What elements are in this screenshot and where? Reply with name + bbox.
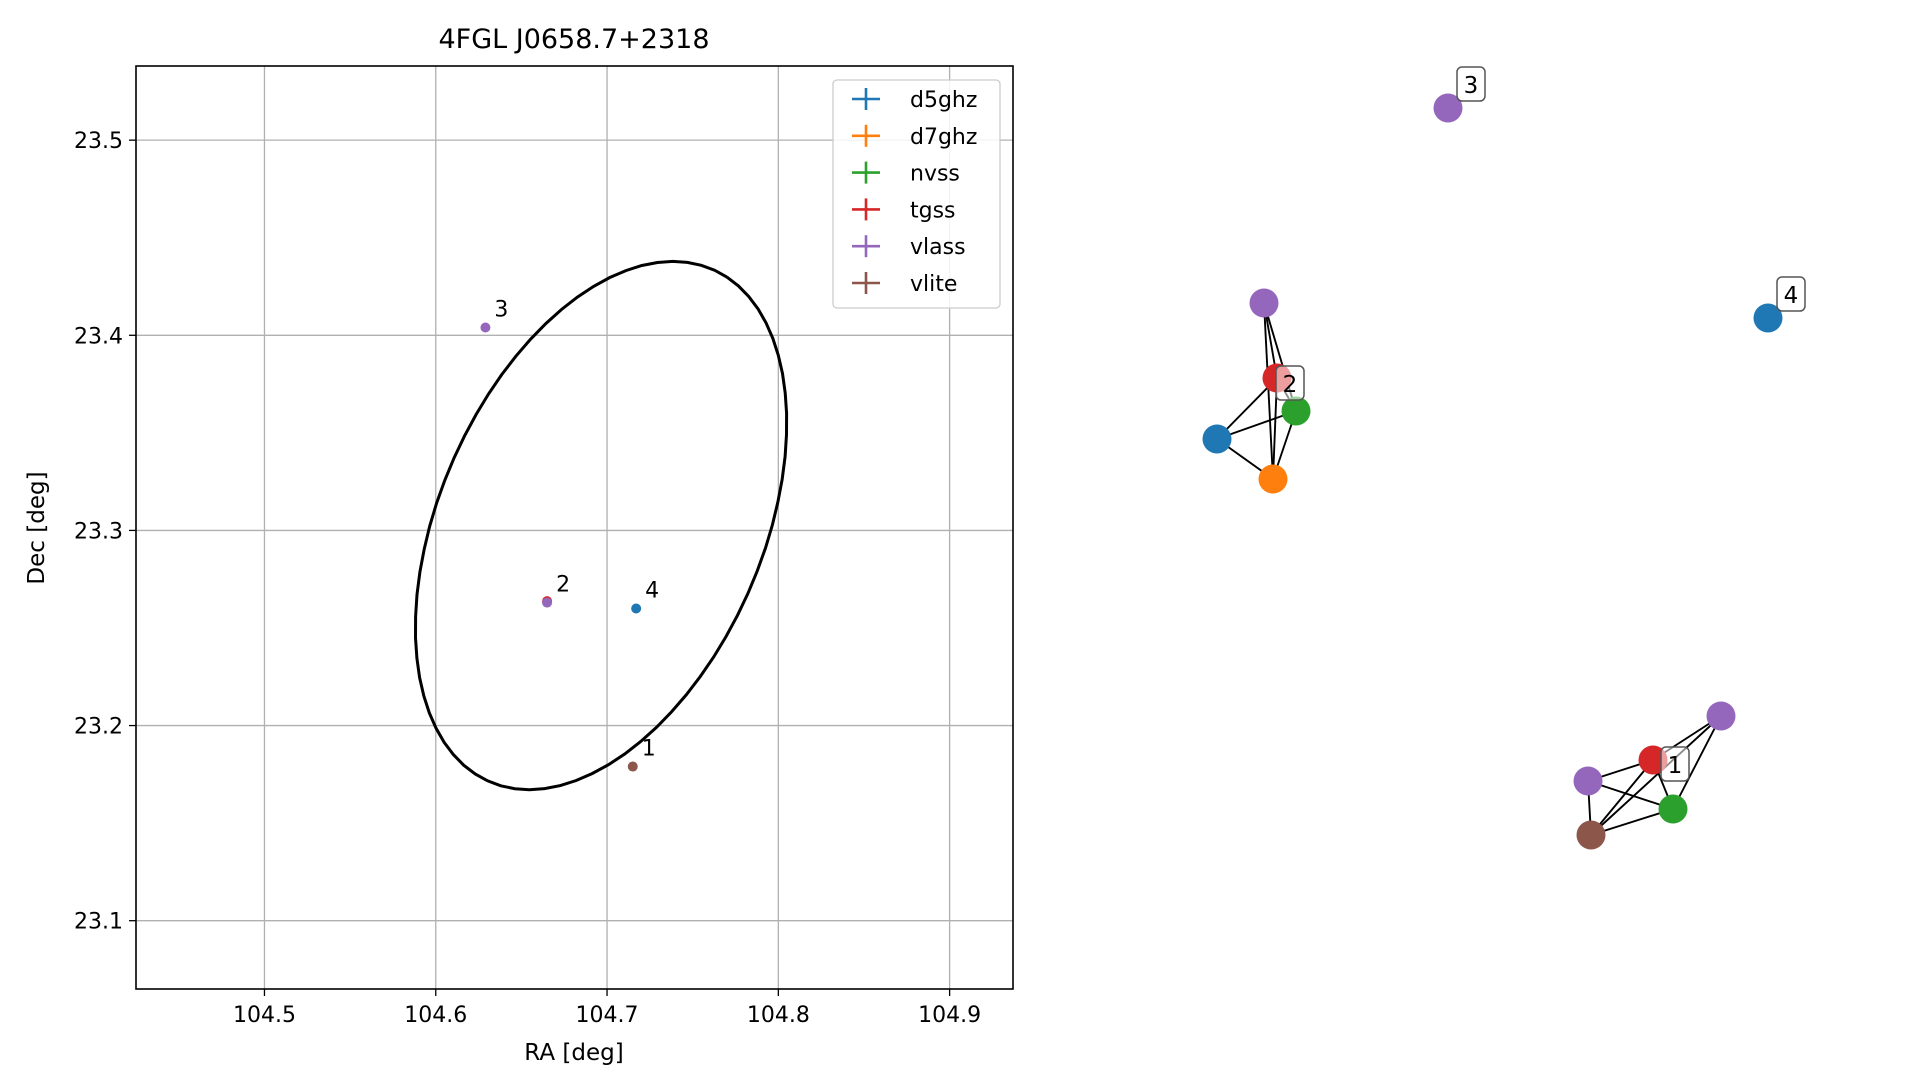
x-tick-label: 104.6 xyxy=(404,1003,467,1028)
network-label-box xyxy=(1660,746,1690,782)
network-node xyxy=(1706,701,1736,731)
network-label: 2 xyxy=(1283,372,1298,398)
network-edge xyxy=(1263,302,1274,480)
network-edge xyxy=(1590,715,1722,836)
source-point xyxy=(542,597,553,608)
legend-label: d5ghz xyxy=(910,88,977,113)
x-tick-label: 104.7 xyxy=(576,1003,639,1028)
y-axis-ticks: 23.1 23.2 23.3 23.4 23.5 xyxy=(74,129,136,935)
plot-frame xyxy=(135,65,1014,990)
source-point-label: 3 xyxy=(494,297,508,322)
y-tick-label: 23.4 xyxy=(74,324,123,349)
network-edge xyxy=(1590,759,1654,836)
points-layer: 1 2 3 4 xyxy=(480,297,659,772)
network-node xyxy=(1249,288,1279,318)
legend-label: nvss xyxy=(910,162,960,187)
network-labels: 1 2 3 4 xyxy=(1275,66,1806,782)
y-tick-label: 23.1 xyxy=(74,910,123,935)
y-tick-label: 23.2 xyxy=(74,715,123,740)
error-ellipse-layer xyxy=(413,259,789,792)
network-label: 1 xyxy=(1668,753,1683,779)
legend-entry: vlite xyxy=(852,272,957,297)
network-node xyxy=(1258,464,1288,494)
source-point-label: 2 xyxy=(556,573,570,598)
x-tick-label: 104.9 xyxy=(918,1003,981,1028)
network-node xyxy=(1753,303,1783,333)
y-tick-label: 23.3 xyxy=(74,519,123,544)
network-node xyxy=(1281,396,1311,426)
y-axis-label: Dec [deg] xyxy=(24,471,50,584)
network-node xyxy=(1573,766,1603,796)
source-point xyxy=(631,603,642,614)
network-graph: 1 2 3 4 xyxy=(1202,66,1806,850)
legend-label: tgss xyxy=(910,198,956,223)
x-axis-ticks: 104.5 104.6 104.7 104.8 104.9 xyxy=(233,989,981,1028)
legend-entry: d5ghz xyxy=(852,88,977,113)
legend-entry: vlass xyxy=(852,235,966,260)
network-label-box xyxy=(1275,365,1305,401)
x-axis-label: RA [deg] xyxy=(524,1040,623,1066)
source-point xyxy=(627,761,638,772)
network-label: 4 xyxy=(1784,283,1799,309)
legend-entry: nvss xyxy=(852,161,960,187)
network-node xyxy=(1202,424,1232,454)
x-tick-label: 104.5 xyxy=(233,1003,296,1028)
scatter-chart: 4FGL J0658.7+2318 104.5 104.6 104.7 104.8 10… xyxy=(24,24,1014,1066)
network-edge xyxy=(1672,715,1722,810)
error-ellipse xyxy=(413,259,789,792)
source-point-label: 4 xyxy=(645,578,659,603)
network-edge xyxy=(1587,780,1674,810)
network-label-box xyxy=(1776,276,1806,312)
legend-entry: d7ghz xyxy=(852,124,977,150)
source-point xyxy=(480,322,491,333)
x-tick-label: 104.8 xyxy=(747,1003,810,1028)
legend-label: vlass xyxy=(910,235,966,260)
network-node xyxy=(1433,93,1463,123)
network-label: 3 xyxy=(1464,73,1479,99)
legend-label: d7ghz xyxy=(910,125,977,150)
network-nodes xyxy=(1202,93,1783,850)
source-point-label: 1 xyxy=(642,737,656,762)
network-node xyxy=(1576,820,1606,850)
network-label-box xyxy=(1456,66,1486,102)
legend-label: vlite xyxy=(910,272,957,297)
network-node xyxy=(1658,794,1688,824)
chart-title: 4FGL J0658.7+2318 xyxy=(438,24,709,55)
legend: d5ghz d7ghz nvss tgss vlass vlite xyxy=(832,79,1001,309)
legend-entry: tgss xyxy=(852,198,956,223)
y-tick-label: 23.5 xyxy=(74,129,123,154)
